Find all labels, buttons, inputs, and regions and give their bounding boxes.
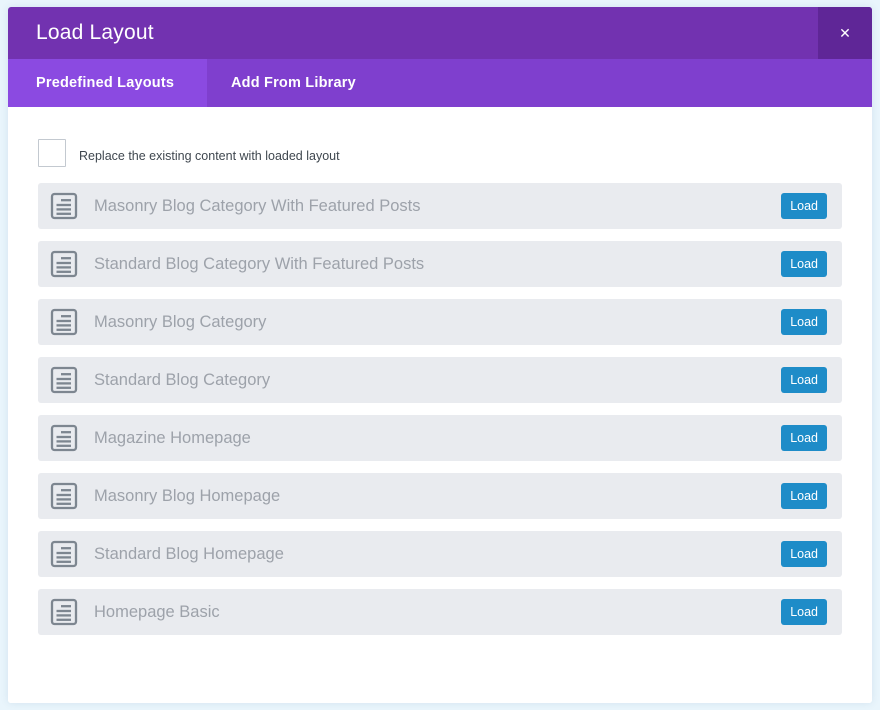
- load-button[interactable]: Load: [781, 541, 827, 567]
- replace-content-checkbox[interactable]: [38, 139, 66, 167]
- replace-content-option: Replace the existing content with loaded…: [38, 139, 842, 167]
- modal-body: Replace the existing content with loaded…: [8, 107, 872, 703]
- load-button[interactable]: Load: [781, 483, 827, 509]
- tab-predefined-layouts[interactable]: Predefined Layouts: [8, 59, 207, 107]
- layout-row: Masonry Blog Homepage Load: [38, 473, 842, 519]
- modal-title: Load Layout: [36, 21, 154, 44]
- layout-row: Standard Blog Homepage Load: [38, 531, 842, 577]
- document-icon: [50, 192, 78, 220]
- load-button[interactable]: Load: [781, 251, 827, 277]
- load-button[interactable]: Load: [781, 367, 827, 393]
- layout-title: Homepage Basic: [94, 602, 220, 621]
- layout-row: Standard Blog Category With Featured Pos…: [38, 241, 842, 287]
- modal-header: Load Layout ✕: [8, 7, 872, 59]
- layout-title: Masonry Blog Homepage: [94, 486, 281, 505]
- document-icon: [50, 250, 78, 278]
- load-button[interactable]: Load: [781, 425, 827, 451]
- layout-title: Masonry Blog Category: [94, 312, 267, 331]
- tab-bar: Predefined Layouts Add From Library: [8, 59, 872, 107]
- layout-row: Masonry Blog Category Load: [38, 299, 842, 345]
- close-icon: ✕: [839, 24, 851, 41]
- layout-title: Magazine Homepage: [94, 428, 251, 447]
- layout-row: Magazine Homepage Load: [38, 415, 842, 461]
- close-button[interactable]: ✕: [818, 7, 872, 59]
- layout-title: Masonry Blog Category With Featured Post…: [94, 196, 421, 215]
- layout-row: Homepage Basic Load: [38, 589, 842, 635]
- load-layout-modal: Load Layout ✕ Predefined Layouts Add Fro…: [8, 7, 872, 703]
- layout-row: Standard Blog Category Load: [38, 357, 842, 403]
- tab-add-from-library[interactable]: Add From Library: [231, 75, 356, 91]
- document-icon: [50, 598, 78, 626]
- document-icon: [50, 308, 78, 336]
- document-icon: [50, 540, 78, 568]
- layout-row: Masonry Blog Category With Featured Post…: [38, 183, 842, 229]
- load-button[interactable]: Load: [781, 599, 827, 625]
- document-icon: [50, 366, 78, 394]
- load-button[interactable]: Load: [781, 309, 827, 335]
- replace-content-label: Replace the existing content with loaded…: [79, 149, 340, 163]
- document-icon: [50, 482, 78, 510]
- layout-title: Standard Blog Category With Featured Pos…: [94, 254, 425, 273]
- layout-title: Standard Blog Homepage: [94, 544, 284, 563]
- layout-title: Standard Blog Category: [94, 370, 271, 389]
- document-icon: [50, 424, 78, 452]
- load-button[interactable]: Load: [781, 193, 827, 219]
- layout-list: Masonry Blog Category With Featured Post…: [38, 183, 842, 635]
